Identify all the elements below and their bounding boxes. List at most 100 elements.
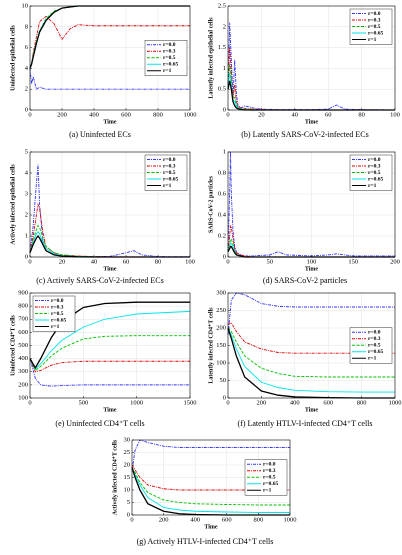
legend-label: r=0.3 <box>368 17 381 23</box>
x-tick-label: 1500 <box>184 399 197 406</box>
legend-label: r=1 <box>368 183 377 189</box>
legend-label: r=0.3 <box>368 336 381 342</box>
x-tick-label: 100 <box>185 258 195 265</box>
x-tick-label: 200 <box>159 516 169 523</box>
legend-label: r=0.5 <box>51 311 64 317</box>
y-tick-label: 200 <box>216 324 226 331</box>
x-tick-label: 40 <box>91 258 98 265</box>
x-axis-label: Time <box>305 119 319 125</box>
y-tick-label: 0.6 <box>218 190 227 197</box>
caption: (a) Uninfected ECs <box>69 130 131 139</box>
series-line <box>29 68 190 90</box>
legend: r=0.0r=0.3r=0.5r=0.65r=1 <box>244 459 288 496</box>
y-tick-label: 1 <box>25 232 28 239</box>
legend-label: r=1 <box>263 488 272 494</box>
legend-label: r=0.3 <box>163 49 176 55</box>
legend-label: r=1 <box>163 68 172 74</box>
plot-frame <box>227 5 396 111</box>
x-tick-label: 500 <box>78 399 88 406</box>
x-axis-label: Time <box>103 266 117 272</box>
legend-label: r=1 <box>368 37 377 43</box>
y-tick-label: 200 <box>18 381 28 388</box>
x-tick-label: 50 <box>267 258 274 265</box>
y-tick-label: 6 <box>25 44 29 51</box>
legend-label: r=0.3 <box>263 468 276 474</box>
legend-label: r=1 <box>51 324 60 330</box>
y-tick-label: 150 <box>216 342 226 349</box>
legend-label: r=0.0 <box>368 11 381 17</box>
x-tick-label: 1000 <box>130 399 143 406</box>
plot-frame <box>29 151 191 258</box>
x-tick-label: 0 <box>226 111 229 118</box>
legend-label: r=0.5 <box>163 170 176 176</box>
legend-label: r=0.65 <box>368 176 383 182</box>
caption: (b) Latently SARS-CoV-2-infected ECs <box>241 130 368 139</box>
x-tick-label: 0 <box>130 516 133 523</box>
x-axis-label: Time <box>103 407 117 413</box>
x-tick-label: 80 <box>155 258 162 265</box>
x-tick-label: 20 <box>59 258 66 265</box>
y-tick-label: 900 <box>18 289 28 296</box>
series-line <box>227 327 395 393</box>
x-tick-label: 800 <box>254 516 264 523</box>
x-tick-label: 100 <box>390 111 400 118</box>
x-tick-label: 1000 <box>284 516 297 523</box>
y-tick-label: 0 <box>25 106 28 113</box>
series-line <box>29 358 190 373</box>
legend: r=0.0r=0.3r=0.5r=0.65r=1 <box>349 327 393 364</box>
legend: r=0.0r=0.3r=0.5r=0.65r=1 <box>32 295 76 332</box>
x-tick-label: 20 <box>258 111 265 118</box>
y-tick-label: 10 <box>22 2 29 9</box>
legend-label: r=0.65 <box>368 349 383 355</box>
x-tick-label: 1000 <box>184 111 197 118</box>
x-tick-label: 1000 <box>389 399 402 406</box>
series-line <box>29 335 190 372</box>
caption: (c) Actively SARS-CoV-2-infected ECs <box>36 276 163 285</box>
x-tick-label: 80 <box>358 111 365 118</box>
legend: r=0.0r=0.3r=0.5r=0.65r=1 <box>349 8 393 45</box>
series-line <box>29 310 191 370</box>
series-line <box>131 439 290 471</box>
series-line <box>131 467 290 513</box>
legend-label: r=0.5 <box>368 170 381 176</box>
y-tick-label: 1 <box>223 65 226 72</box>
series-line <box>227 151 395 257</box>
x-tick-label: 150 <box>348 258 358 265</box>
y-tick-label: 2 <box>25 211 28 218</box>
x-tick-label: 60 <box>325 111 332 118</box>
x-tick-label: 0 <box>28 399 31 406</box>
legend-label: r=0.65 <box>368 30 383 36</box>
series-line <box>227 322 395 354</box>
y-tick-label: 500 <box>18 342 28 349</box>
legend-label: r=0.5 <box>163 55 176 61</box>
caption: (g) Actively HTLV-I-infected CD4⁺T cells <box>137 537 274 546</box>
x-axis-label: Time <box>305 266 319 272</box>
y-tick-label: 300 <box>18 368 28 375</box>
y-tick-label: 0 <box>223 253 226 260</box>
x-tick-label: 40 <box>292 111 299 118</box>
x-tick-label: 0 <box>226 399 229 406</box>
y-tick-label: 2 <box>25 86 28 93</box>
y-axis-label: Latently infected CD4⁺T cells <box>207 307 214 384</box>
y-tick-label: 300 <box>216 289 226 296</box>
legend-label: r=0.0 <box>368 330 381 336</box>
series-line <box>29 358 190 387</box>
y-tick-label: 30 <box>124 436 131 443</box>
x-tick-label: 0 <box>28 111 31 118</box>
legend-label: r=0.0 <box>263 462 276 468</box>
caption: (d) SARS-CoV-2 particles <box>263 276 347 285</box>
y-tick-label: 10 <box>124 486 131 493</box>
legend: r=0.0r=0.3r=0.5r=0.65r=1 <box>144 154 188 191</box>
legend: r=0.0r=0.3r=0.5r=0.65r=1 <box>349 154 393 191</box>
y-tick-label: 4 <box>25 65 29 72</box>
x-tick-label: 200 <box>257 399 267 406</box>
x-tick-label: 600 <box>323 399 333 406</box>
series-line <box>29 15 190 69</box>
y-tick-label: 600 <box>18 329 28 336</box>
plot-frame <box>227 292 396 399</box>
plot-frame <box>29 292 191 399</box>
x-tick-label: 400 <box>89 111 99 118</box>
y-tick-label: 800 <box>18 303 28 310</box>
legend-label: r=0.5 <box>368 24 381 30</box>
